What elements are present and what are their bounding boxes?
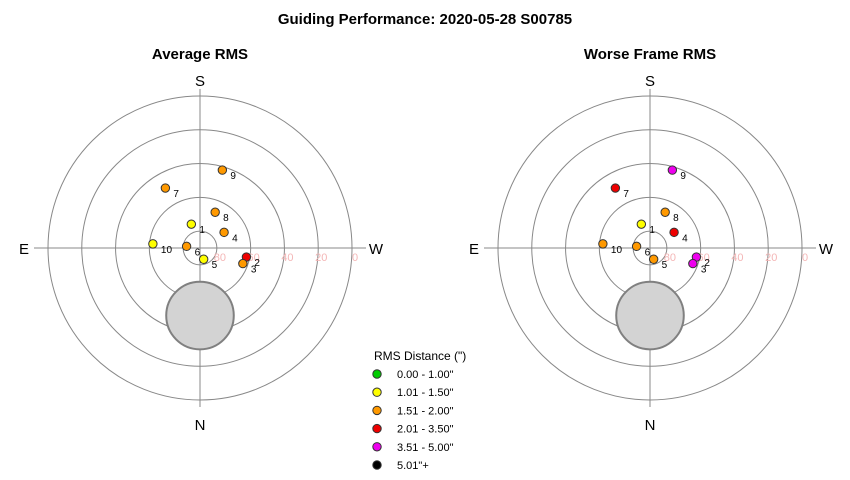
- target-point-label: 10: [161, 245, 173, 256]
- target-point-3: [688, 258, 698, 269]
- altitude-tick-label: 80: [664, 252, 676, 264]
- target-point-7: [160, 183, 171, 193]
- legend-swatch: [372, 460, 382, 470]
- target-point-label: 2: [254, 258, 260, 269]
- target-point-10: [598, 239, 608, 249]
- target-point-8: [210, 207, 220, 217]
- target-point-1: [186, 219, 197, 229]
- target-point-4: [669, 227, 679, 238]
- target-point-label: 4: [232, 233, 238, 244]
- target-point-label: 6: [195, 247, 201, 258]
- target-point-label: 9: [680, 171, 686, 182]
- moon-disc: [615, 280, 685, 351]
- legend-swatch: [372, 387, 382, 397]
- target-point-5: [198, 254, 209, 264]
- compass-west: W: [819, 241, 834, 258]
- target-point-label: 7: [173, 189, 179, 200]
- legend-entry-label: 5.01"+: [397, 460, 429, 472]
- legend: RMS Distance (") 0.00 - 1.00" 1.01 - 1.50"…: [372, 349, 466, 472]
- target-point-9: [217, 165, 228, 175]
- target-point-1: [636, 219, 647, 229]
- legend-title: RMS Distance ("): [374, 349, 466, 363]
- altitude-tick-label: 20: [765, 252, 777, 264]
- target-point-label: 10: [611, 245, 623, 256]
- target-point-6: [181, 241, 192, 252]
- figure-title: Guiding Performance: 2020-05-28 S00785: [278, 11, 572, 28]
- target-point-3: [238, 258, 248, 269]
- legend-entry-label: 1.01 - 1.50": [397, 387, 454, 399]
- altitude-tick-label: 0: [352, 252, 358, 264]
- altitude-tick-label: 0: [802, 252, 808, 264]
- legend-swatch: [372, 369, 382, 379]
- target-point-label: 1: [649, 225, 655, 236]
- target-point-9: [667, 165, 678, 175]
- compass-north: N: [195, 417, 206, 434]
- target-point-7: [610, 183, 621, 193]
- compass-south: S: [195, 73, 205, 90]
- altitude-tick-label: 80: [214, 252, 226, 264]
- target-point-label: 1: [199, 225, 205, 236]
- target-point-5: [648, 254, 659, 264]
- target-point-8: [660, 207, 670, 217]
- legend-swatch: [372, 405, 382, 416]
- panel-title: Worse Frame RMS: [584, 46, 716, 63]
- compass-west: W: [369, 241, 384, 258]
- target-point-label: 7: [623, 189, 629, 200]
- compass-north: N: [645, 417, 656, 434]
- target-point-label: 3: [701, 265, 707, 276]
- target-point-label: 5: [662, 260, 668, 271]
- moon-disc: [165, 280, 235, 351]
- legend-entry-label: 2.01 - 3.50": [397, 424, 454, 436]
- target-point-label: 3: [251, 265, 257, 276]
- target-point-10: [148, 239, 158, 249]
- target-point-4: [219, 227, 229, 238]
- target-point-label: 8: [223, 213, 229, 224]
- target-point-label: 9: [230, 171, 236, 182]
- compass-south: S: [645, 73, 655, 90]
- target-point-6: [631, 241, 642, 252]
- target-point-label: 6: [645, 247, 651, 258]
- target-point-label: 8: [673, 213, 679, 224]
- altitude-tick-label: 40: [731, 252, 743, 264]
- legend-entry-label: 1.51 - 2.00": [397, 405, 454, 417]
- compass-east: E: [19, 241, 29, 258]
- altitude-tick-label: 40: [281, 252, 293, 264]
- legend-entry-label: 3.51 - 5.00": [397, 442, 454, 454]
- legend-entry-label: 0.00 - 1.00": [397, 369, 454, 381]
- compass-east: E: [469, 241, 479, 258]
- target-point-label: 2: [704, 258, 710, 269]
- panel-title: Average RMS: [152, 46, 248, 63]
- legend-swatch: [372, 423, 382, 434]
- target-point-label: 4: [682, 233, 688, 244]
- legend-swatch: [372, 442, 382, 452]
- altitude-tick-label: 20: [315, 252, 327, 264]
- target-point-label: 5: [212, 260, 218, 271]
